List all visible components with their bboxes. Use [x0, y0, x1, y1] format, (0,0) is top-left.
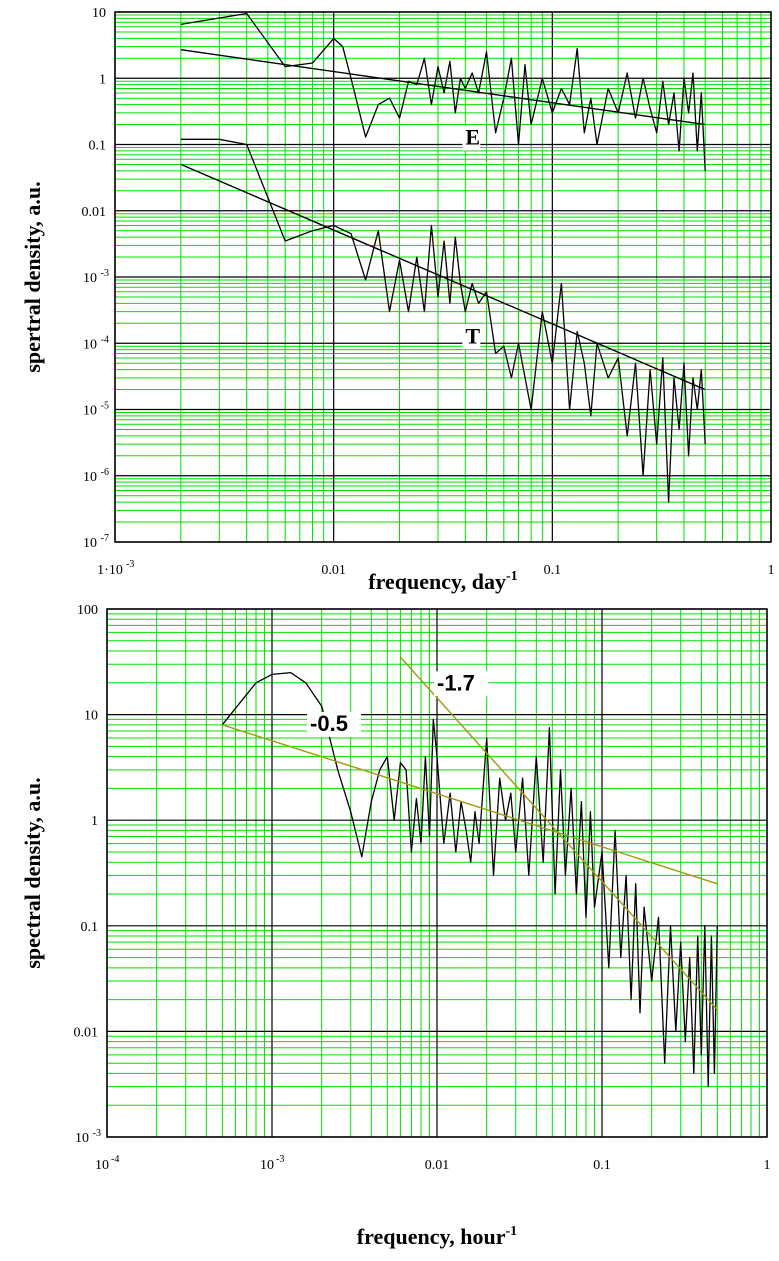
y-tick-label-exponent: -5	[101, 401, 109, 412]
fit-line	[399, 656, 718, 1011]
curve-label-background	[434, 671, 488, 697]
series-line	[221, 671, 718, 1088]
y-tick-label: 10	[83, 536, 97, 551]
plot-frame	[114, 11, 772, 543]
y-tick-label: 10	[83, 337, 97, 352]
y-tick-labels: 100 10 1 0.1 0.01 10 -3	[74, 603, 102, 1146]
x-tick-label: 0.1	[544, 563, 562, 578]
y-tick-label-exponent: -7	[101, 533, 109, 544]
y-tick-label: 1	[91, 814, 98, 829]
y-tick-label: 10	[83, 404, 97, 419]
y-axis-label: spertral density, a.u.	[20, 181, 45, 372]
curve-labels: -0.5 -1.7	[307, 670, 488, 737]
fit-line	[222, 724, 718, 885]
y-tick-label-exponent: -4	[101, 334, 109, 345]
y-tick-labels: 10 1 0.1 0.01 10 -3 10 -4 10 -5 10 -6 10 -7	[82, 6, 110, 551]
y-tick-label: 10	[84, 709, 98, 724]
x-axis-label: frequency, hour-1	[357, 1224, 517, 1249]
x-tick-label: 1	[764, 1158, 771, 1173]
series-lines	[180, 12, 706, 503]
x-tick-label: 10	[95, 1158, 109, 1173]
x-tick-labels: 1·10 -3 0.01 0.1 1	[97, 559, 774, 578]
y-tick-label: 0.1	[89, 139, 107, 154]
y-axis-label: spectral density, a.u.	[20, 777, 45, 968]
x-axis-label: frequency, day-1	[368, 569, 517, 594]
y-tick-label-exponent: -6	[101, 467, 109, 478]
curve-label: -0.5	[310, 711, 348, 736]
curve-label: E	[465, 125, 480, 150]
y-tick-label: 0.01	[82, 205, 107, 220]
y-tick-label: 10	[83, 271, 97, 286]
y-tick-label: 1	[99, 72, 106, 87]
x-tick-label: 10	[260, 1158, 274, 1173]
curve-labels: ET	[462, 125, 481, 350]
curve-label-background	[462, 125, 481, 151]
series-lines	[221, 671, 718, 1088]
series-line-T	[180, 138, 706, 503]
y-tick-label-exponent: -3	[93, 1128, 101, 1139]
curve-label: T	[465, 323, 480, 348]
x-tick-label-exponent: -4	[111, 1154, 119, 1165]
fit-lines	[222, 656, 718, 1011]
y-tick-label: 10	[92, 6, 106, 21]
y-tick-label: 0.1	[81, 920, 99, 935]
x-tick-label-exponent: -3	[126, 559, 134, 570]
x-tick-label: 0.01	[425, 1158, 450, 1173]
x-tick-label: 1	[768, 563, 775, 578]
x-tick-label: 0.1	[593, 1158, 611, 1173]
y-tick-label: 10	[75, 1131, 89, 1146]
x-tick-label: 0.01	[321, 563, 346, 578]
curve-label-background	[462, 324, 481, 350]
x-tick-labels: 10 -4 10 -3 0.01 0.1 1	[95, 1154, 771, 1173]
series-line-E	[180, 12, 706, 171]
y-tick-label: 10	[83, 470, 97, 485]
y-tick-label-exponent: -3	[101, 268, 109, 279]
x-tick-label: 1·10	[97, 563, 123, 578]
y-tick-label: 0.01	[74, 1025, 99, 1040]
x-tick-label-exponent: -3	[276, 1154, 284, 1165]
curve-label-background	[307, 711, 362, 737]
y-tick-label: 100	[77, 603, 98, 618]
plot-frame	[106, 608, 768, 1138]
curve-label: -1.7	[437, 670, 475, 695]
fit-line	[180, 163, 706, 391]
